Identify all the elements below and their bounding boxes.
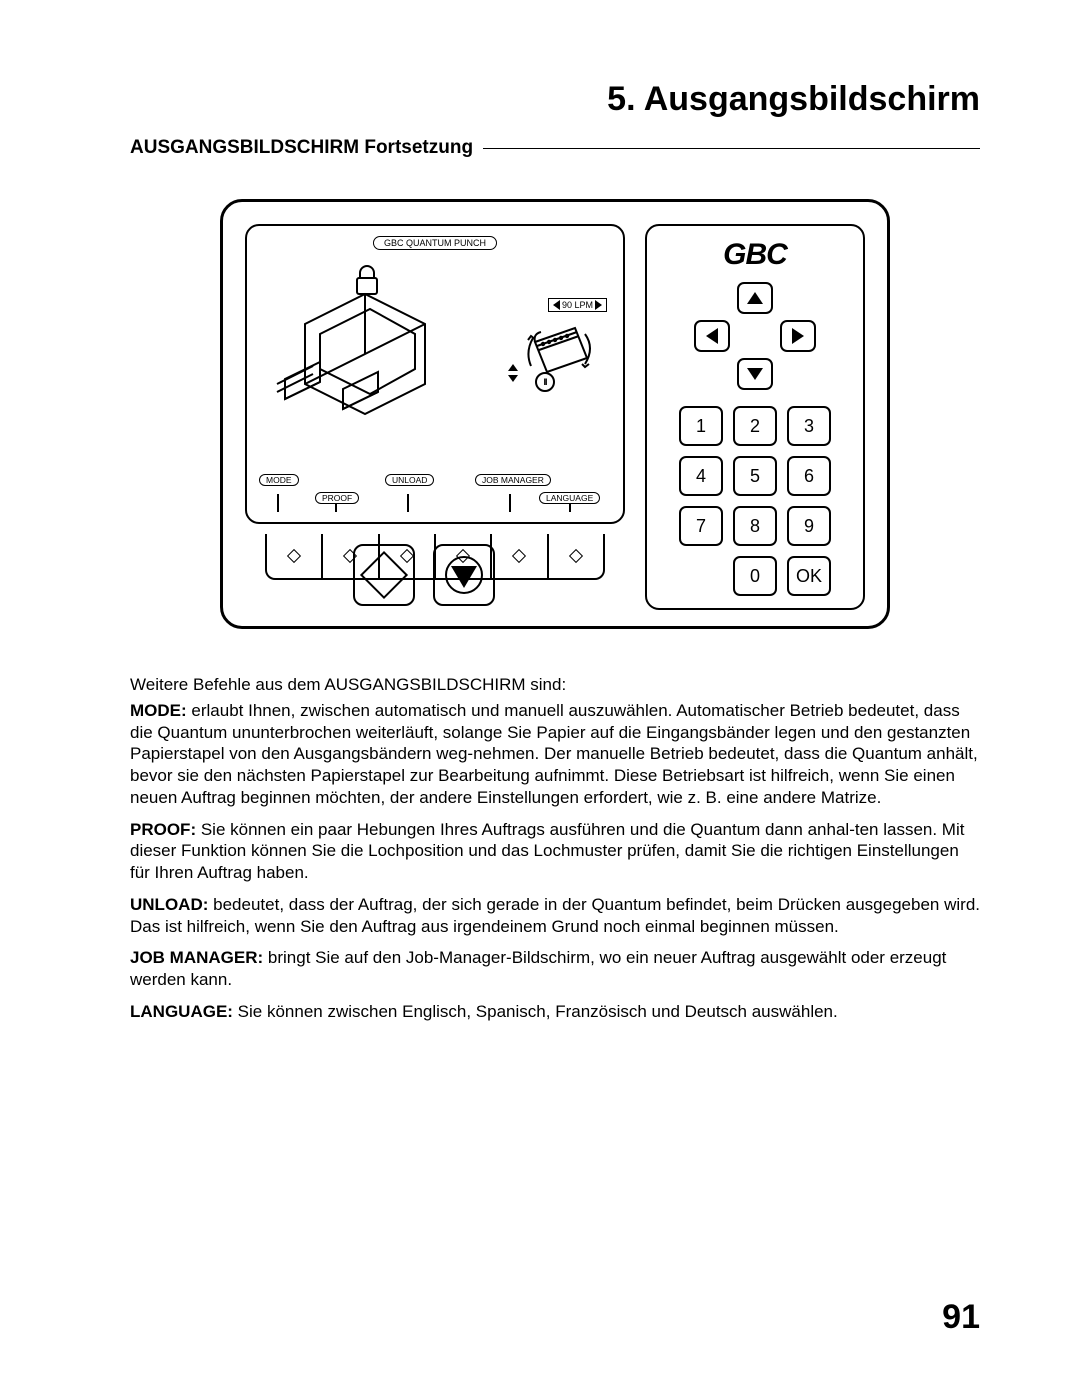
speed-value: 90 LPM: [562, 300, 593, 310]
arrow-left-button[interactable]: [694, 320, 730, 352]
control-panel: GBC QUANTUM PUNCH: [220, 199, 890, 629]
start-button[interactable]: [353, 544, 415, 606]
arrow-right-icon: [792, 328, 804, 344]
arrow-down-icon: [747, 368, 763, 380]
screen-label-language: LANGUAGE: [539, 492, 600, 504]
definition-paragraph: MODE: erlaubt Ihnen, zwischen automatisc…: [130, 700, 980, 809]
softkey-5[interactable]: [492, 534, 548, 578]
softkey-6[interactable]: [549, 534, 603, 578]
keypad-4-button[interactable]: 4: [679, 456, 723, 496]
numeric-keypad: 123 456 7890OK: [679, 406, 831, 596]
keypad-panel: GBC 123 456 7890OK: [645, 224, 865, 610]
control-panel-figure: GBC QUANTUM PUNCH: [130, 199, 980, 629]
dpad: [690, 282, 820, 392]
screen-label-unload: UNLOAD: [385, 474, 434, 486]
arrow-up-icon: [747, 292, 763, 304]
definition-term: JOB MANAGER:: [130, 948, 263, 967]
definition-body: Sie können ein paar Hebungen Ihres Auftr…: [130, 820, 964, 883]
definition-paragraph: PROOF: Sie können ein paar Hebungen Ihre…: [130, 819, 980, 884]
start-icon: [360, 551, 408, 599]
pause-icon: II: [535, 372, 555, 392]
keypad-7-button[interactable]: 7: [679, 506, 723, 546]
keypad-9-button[interactable]: 9: [787, 506, 831, 546]
keypad-1-button[interactable]: 1: [679, 406, 723, 446]
screen-button-labels: MODE PROOF UNLOAD JOB MANAGER LANGUAGE: [257, 464, 613, 504]
stop-button[interactable]: [433, 544, 495, 606]
machine-illustration: [265, 264, 475, 434]
updown-arrows-icon: [508, 364, 518, 382]
definition-term: LANGUAGE:: [130, 1002, 233, 1021]
arrow-up-button[interactable]: [737, 282, 773, 314]
brand-logo: GBC: [723, 238, 787, 272]
section-rule: [483, 148, 980, 149]
section-heading-row: AUSGANGSBILDSCHIRM Fortsetzung: [130, 137, 980, 159]
arrow-right-button[interactable]: [780, 320, 816, 352]
arrow-down-button[interactable]: [737, 358, 773, 390]
page-number: 91: [942, 1298, 980, 1337]
screen-title-label: GBC QUANTUM PUNCH: [373, 236, 497, 250]
section-heading: AUSGANGSBILDSCHIRM Fortsetzung: [130, 137, 483, 159]
output-stack-icon: [525, 324, 595, 384]
keypad-5-button[interactable]: 5: [733, 456, 777, 496]
screen-label-mode: MODE: [259, 474, 299, 486]
definition-paragraph: LANGUAGE: Sie können zwischen Englisch, …: [130, 1001, 980, 1023]
keypad-0-button[interactable]: 0: [733, 556, 777, 596]
definition-term: UNLOAD:: [130, 895, 208, 914]
definition-body: erlaubt Ihnen, zwischen automatisch und …: [130, 701, 978, 807]
softkey-1[interactable]: [267, 534, 323, 578]
keypad-8-button[interactable]: 8: [733, 506, 777, 546]
screen-label-proof: PROOF: [315, 492, 359, 504]
screen-label-job-manager: JOB MANAGER: [475, 474, 551, 486]
keypad-2-button[interactable]: 2: [733, 406, 777, 446]
speed-indicator: 90 LPM: [548, 298, 607, 312]
speed-down-icon: [553, 300, 560, 310]
keypad-blank: [679, 556, 723, 596]
definition-term: PROOF:: [130, 820, 196, 839]
definition-body: Sie können zwischen Englisch, Spanisch, …: [233, 1002, 838, 1021]
definition-paragraph: JOB MANAGER: bringt Sie auf den Job-Mana…: [130, 947, 980, 991]
page-title: 5. Ausgangsbildschirm: [130, 80, 980, 119]
body-text: Weitere Befehle aus dem AUSGANGSBILDSCHI…: [130, 674, 980, 1023]
stop-icon: [445, 556, 483, 594]
keypad-3-button[interactable]: 3: [787, 406, 831, 446]
intro-line: Weitere Befehle aus dem AUSGANGSBILDSCHI…: [130, 674, 980, 696]
definition-paragraph: UNLOAD: bedeutet, dass der Auftrag, der …: [130, 894, 980, 938]
definition-body: bedeutet, dass der Auftrag, der sich ger…: [130, 895, 980, 936]
definition-term: MODE:: [130, 701, 187, 720]
arrow-left-icon: [706, 328, 718, 344]
keypad-6-button[interactable]: 6: [787, 456, 831, 496]
speed-up-icon: [595, 300, 602, 310]
display-screen: GBC QUANTUM PUNCH: [245, 224, 625, 524]
keypad-ok-button[interactable]: OK: [787, 556, 831, 596]
